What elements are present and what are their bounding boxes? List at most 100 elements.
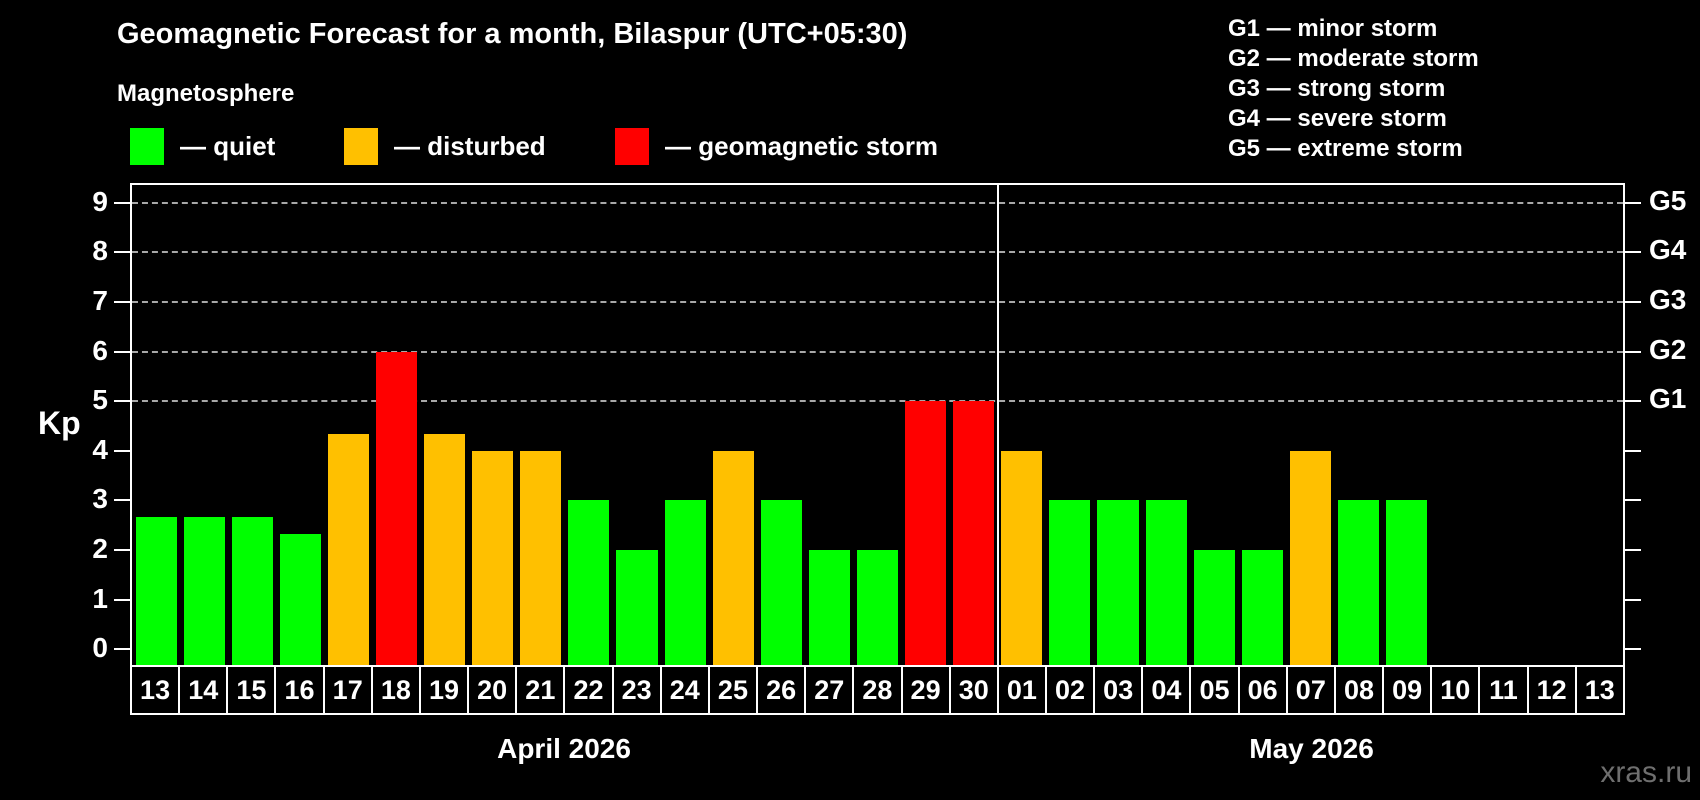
day-cell-24: 24: [659, 665, 710, 715]
bar-day-20: [472, 450, 514, 665]
bar-day-17: [327, 434, 369, 665]
legend-label-disturbed: — disturbed: [394, 130, 546, 161]
bar-day-02: [1049, 500, 1091, 665]
bar-day-05: [1193, 549, 1235, 665]
gridline-kp8: [132, 251, 1623, 254]
day-cell-14: 14: [178, 665, 229, 715]
day-cell-27: 27: [804, 665, 855, 715]
month-label-april: April 2026: [497, 733, 631, 764]
g-tick-label-g1: G1: [1649, 383, 1687, 415]
bar-day-24: [664, 500, 706, 665]
day-cell-19: 19: [418, 665, 470, 715]
day-cell-07: 07: [1285, 665, 1336, 715]
bar-day-29: [905, 401, 947, 665]
bar-day-07: [1289, 450, 1331, 665]
bar-day-28: [856, 549, 899, 665]
g-scale-legend: G1 — minor storm G2 — moderate storm G3 …: [1228, 14, 1479, 164]
x-axis-day-row: 13 14 15 16 17 18 19 20 21 22 23 24 25 26 27 28 29 30 01 02…: [130, 665, 1625, 715]
bar-day-15: [231, 516, 273, 665]
day-cell-23: 23: [611, 665, 662, 715]
y-tick-right-2: [1623, 548, 1641, 551]
bar-day-06: [1241, 549, 1283, 665]
gridline-kp5: [132, 400, 1623, 403]
page-title: Geomagnetic Forecast for a month, Bilasp…: [117, 18, 908, 50]
y-tick-left-3: [114, 499, 132, 502]
y-tick-right-7: [1623, 301, 1641, 304]
day-cell-29: 29: [900, 665, 951, 715]
disturbed-swatch-icon: [344, 127, 378, 165]
bar-day-23: [616, 549, 658, 665]
y-axis-title: Kp: [38, 405, 81, 441]
g-legend-g3: G3 — strong storm: [1228, 75, 1446, 102]
gridline-kp6: [132, 350, 1623, 353]
bar-day-21: [520, 450, 562, 665]
y-tick-right-6: [1623, 350, 1641, 353]
y-tick-left-4: [114, 449, 132, 452]
bar-day-14: [183, 516, 225, 665]
y-tick-left-2: [114, 548, 132, 551]
y-tick-left-7: [114, 301, 132, 304]
day-cell-13: 13: [130, 665, 181, 715]
g-legend-g2: G2 — moderate storm: [1228, 45, 1479, 72]
bar-day-26: [760, 500, 802, 665]
y-tick-label-8: 8: [92, 235, 108, 267]
month-label-may: May 2026: [1249, 733, 1374, 764]
legend-label-quiet: — quiet: [180, 130, 276, 161]
bar-day-04: [1145, 500, 1187, 665]
y-tick-right-8: [1623, 251, 1641, 254]
y-tick-left-6: [114, 350, 132, 353]
y-tick-right-0: [1623, 648, 1641, 651]
y-tick-label-9: 9: [92, 185, 108, 217]
legend-item-disturbed: — disturbed: [344, 127, 546, 165]
day-cell-09: 09: [1382, 665, 1433, 715]
watermark: xras.ru: [1600, 756, 1692, 789]
day-cell-01: 01: [996, 665, 1047, 715]
plot-area: [130, 183, 1625, 667]
day-cell-10: 10: [1430, 665, 1481, 715]
day-cell-28: 28: [852, 665, 903, 715]
day-cell-20: 20: [467, 665, 518, 715]
day-cell-05: 05: [1189, 665, 1240, 715]
bar-day-25: [712, 450, 754, 665]
g-legend-g1: G1 — minor storm: [1228, 15, 1438, 42]
y-tick-left-1: [114, 598, 132, 601]
y-tick-label-1: 1: [92, 582, 108, 614]
day-cell-03: 03: [1093, 665, 1144, 715]
y-tick-left-8: [114, 251, 132, 254]
y-tick-label-2: 2: [92, 532, 108, 564]
day-cell-08: 08: [1333, 665, 1385, 715]
g-legend-g4: G4 — severe storm: [1228, 105, 1447, 132]
y-tick-left-9: [114, 201, 132, 204]
legend-label-storm: — geomagnetic storm: [665, 130, 939, 161]
day-cell-04: 04: [1141, 665, 1192, 715]
bar-day-27: [808, 549, 850, 665]
y-tick-label-7: 7: [92, 285, 108, 317]
bar-day-01: [1001, 450, 1043, 665]
y-tick-label-0: 0: [92, 632, 108, 664]
bar-day-08: [1337, 500, 1379, 665]
legend-item-quiet: — quiet: [130, 127, 275, 165]
day-cell-25: 25: [707, 665, 759, 715]
day-cell-16: 16: [274, 665, 325, 715]
g-tick-label-g4: G4: [1649, 234, 1687, 266]
y-tick-label-5: 5: [92, 384, 108, 416]
bar-day-30: [953, 401, 995, 665]
day-cell-17: 17: [322, 665, 373, 715]
bar-day-22: [568, 500, 610, 665]
day-cell-11: 11: [1478, 665, 1529, 715]
y-tick-left-0: [114, 648, 132, 651]
y-tick-label-3: 3: [92, 483, 108, 515]
month-separator: [996, 185, 999, 665]
gridline-kp9: [132, 201, 1623, 204]
y-tick-right-9: [1623, 201, 1641, 204]
y-tick-right-3: [1623, 499, 1641, 502]
bar-day-19: [424, 434, 466, 665]
bar-day-16: [279, 533, 321, 665]
bar-day-09: [1386, 500, 1428, 665]
day-cell-26: 26: [756, 665, 807, 715]
day-cell-22: 22: [563, 665, 614, 715]
g-tick-label-g5: G5: [1649, 184, 1687, 216]
y-tick-left-5: [114, 400, 132, 403]
y-tick-right-1: [1623, 598, 1641, 601]
